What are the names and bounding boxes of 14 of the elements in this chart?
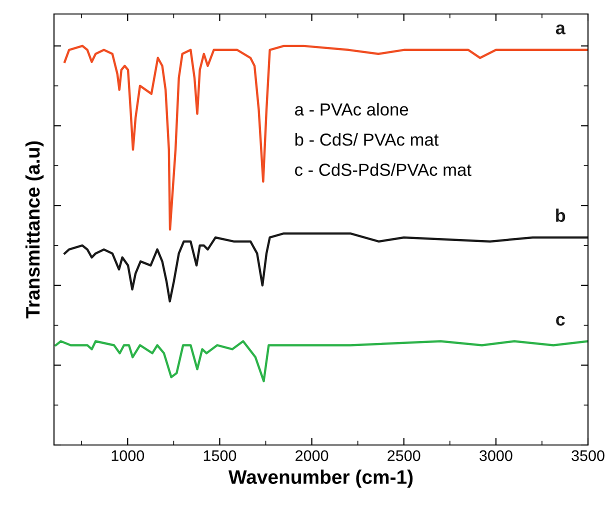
x-tick-label: 1000 (112, 450, 144, 462)
x-tick-label: 1500 (204, 450, 236, 462)
annotation: c - CdS-PdS/PVAc mat (295, 163, 472, 176)
x-tick-label: 2000 (296, 450, 328, 462)
x-tick-label: 3000 (480, 450, 512, 462)
y-axis-title: Transmittance (a.u) (25, 141, 44, 318)
x-tick-label: 3500 (572, 450, 604, 462)
x-tick-label: 2500 (388, 450, 420, 462)
series-label: b (556, 208, 566, 222)
annotation: a - PVAc alone (295, 102, 408, 116)
annotation: b - CdS/ PVAc mat (295, 133, 439, 146)
x-axis-title: Wavenumber (cm-1) (228, 470, 413, 488)
series-label: a (556, 24, 566, 34)
series-label: c (556, 316, 565, 326)
